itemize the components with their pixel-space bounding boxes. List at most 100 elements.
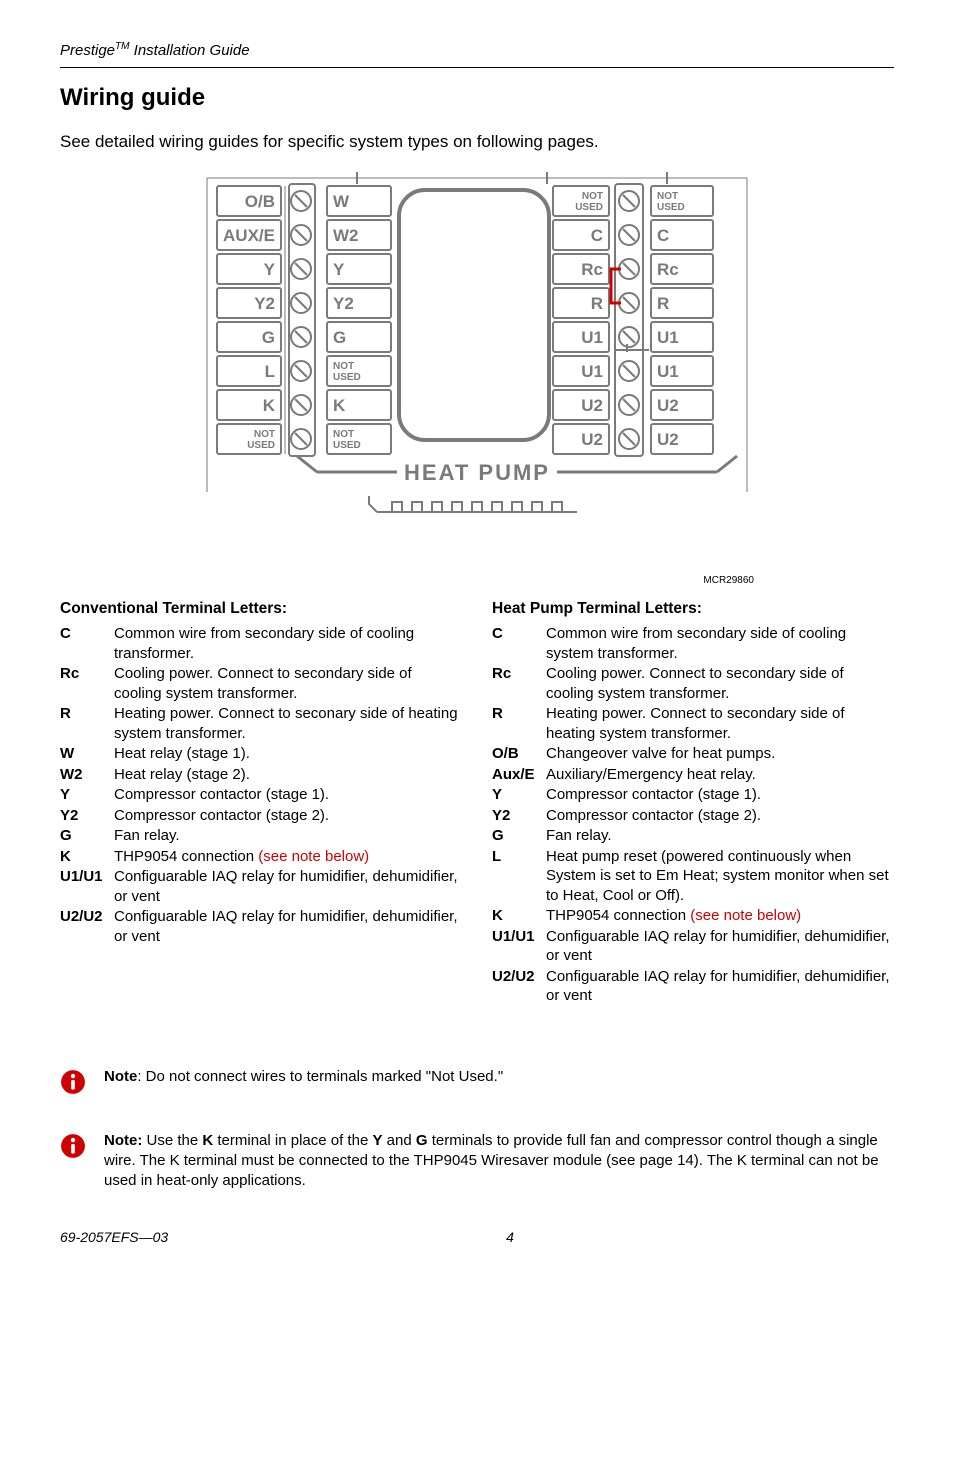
svg-text:R: R xyxy=(591,294,603,313)
terminal-key: Y xyxy=(492,785,546,805)
svg-text:U1: U1 xyxy=(657,328,679,347)
svg-text:NOT: NOT xyxy=(254,429,275,440)
terminal-item: YCompressor contactor (stage 1). xyxy=(492,785,894,805)
svg-text:Y2: Y2 xyxy=(333,294,354,313)
terminal-item: CCommon wire from secondary side of cool… xyxy=(492,624,894,663)
terminal-item: Y2Compressor contactor (stage 2). xyxy=(60,806,462,826)
page-title: Wiring guide xyxy=(60,82,894,114)
diagram-code: MCR29860 xyxy=(60,574,754,588)
note-row: Note: Do not connect wires to terminals … xyxy=(60,1067,894,1095)
terminal-key: O/B xyxy=(492,744,546,764)
terminal-key: W2 xyxy=(60,765,114,785)
terminal-desc: Heat pump reset (powered continuously wh… xyxy=(546,847,894,906)
terminal-key: Y xyxy=(60,785,114,805)
terminal-item: U2/U2Configuarable IAQ relay for humidif… xyxy=(60,907,462,946)
svg-text:U2: U2 xyxy=(657,396,679,415)
product-name: Prestige xyxy=(60,42,115,59)
terminal-item: Y2Compressor contactor (stage 2). xyxy=(492,806,894,826)
svg-text:G: G xyxy=(262,328,275,347)
svg-text:L: L xyxy=(265,362,275,381)
terminal-key: R xyxy=(492,704,546,743)
terminal-key: G xyxy=(492,826,546,846)
svg-text:U1: U1 xyxy=(581,362,603,381)
svg-text:U2: U2 xyxy=(657,430,679,449)
terminal-desc: Fan relay. xyxy=(114,826,462,846)
terminal-desc: Compressor contactor (stage 1). xyxy=(114,785,462,805)
terminal-item: O/BChangeover valve for heat pumps. xyxy=(492,744,894,764)
svg-text:K: K xyxy=(263,396,276,415)
conventional-list: CCommon wire from secondary side of cool… xyxy=(60,624,462,946)
terminal-desc: Heating power. Connect to seconary side … xyxy=(114,704,462,743)
terminal-item: RHeating power. Connect to secondary sid… xyxy=(492,704,894,743)
note-text: Note: Use the K terminal in place of the… xyxy=(104,1131,894,1192)
terminal-key: U2/U2 xyxy=(492,967,546,1006)
terminal-desc: Changeover valve for heat pumps. xyxy=(546,744,894,764)
svg-text:O/B: O/B xyxy=(245,192,275,211)
conventional-heading: Conventional Terminal Letters: xyxy=(60,599,462,620)
terminal-key: G xyxy=(60,826,114,846)
terminal-key: Y2 xyxy=(492,806,546,826)
terminal-key: W xyxy=(60,744,114,764)
terminal-columns: Conventional Terminal Letters: CCommon w… xyxy=(60,599,894,1006)
terminal-item: W2Heat relay (stage 2). xyxy=(60,765,462,785)
intro-text: See detailed wiring guides for specific … xyxy=(60,131,894,154)
terminal-desc: Compressor contactor (stage 1). xyxy=(546,785,894,805)
terminal-item: Aux/EAuxiliary/Emergency heat relay. xyxy=(492,765,894,785)
terminal-desc: Configuarable IAQ relay for humidifier, … xyxy=(114,907,462,946)
wiring-diagram: O/BAUX/EYY2GLKNOTUSEDWW2YY2GNOTUSEDKNOTU… xyxy=(197,172,757,562)
heatpump-heading: Heat Pump Terminal Letters: xyxy=(492,599,894,620)
svg-text:Rc: Rc xyxy=(657,260,679,279)
terminal-note: (see note below) xyxy=(690,907,801,924)
svg-text:NOT: NOT xyxy=(333,429,354,440)
svg-text:K: K xyxy=(333,396,346,415)
info-icon xyxy=(60,1069,86,1095)
terminal-desc: Fan relay. xyxy=(546,826,894,846)
footer-page-number: 4 xyxy=(506,1228,514,1247)
svg-text:U1: U1 xyxy=(581,328,603,347)
terminal-key: K xyxy=(492,906,546,926)
svg-text:G: G xyxy=(333,328,346,347)
header-rule xyxy=(60,67,894,68)
info-icon xyxy=(60,1133,86,1159)
terminal-desc: Configuarable IAQ relay for humidifier, … xyxy=(546,967,894,1006)
svg-text:USED: USED xyxy=(657,202,685,213)
terminal-desc: Compressor contactor (stage 2). xyxy=(114,806,462,826)
terminal-desc: Common wire from secondary side of cooli… xyxy=(114,624,462,663)
terminal-item: KTHP9054 connection (see note below) xyxy=(60,847,462,867)
terminal-desc: Configuarable IAQ relay for humidifier, … xyxy=(114,867,462,906)
terminal-desc: Configuarable IAQ relay for humidifier, … xyxy=(546,927,894,966)
terminal-key: L xyxy=(492,847,546,906)
svg-text:USED: USED xyxy=(333,440,361,451)
terminal-desc: THP9054 connection (see note below) xyxy=(114,847,462,867)
terminal-item: LHeat pump reset (powered continuously w… xyxy=(492,847,894,906)
doc-suffix: Installation Guide xyxy=(129,42,249,59)
terminal-item: RcCooling power. Connect to secondary si… xyxy=(60,664,462,703)
note-row: Note: Use the K terminal in place of the… xyxy=(60,1131,894,1192)
terminal-key: C xyxy=(60,624,114,663)
terminal-item: RcCooling power. Connect to secondary si… xyxy=(492,664,894,703)
terminal-key: C xyxy=(492,624,546,663)
terminal-desc: THP9054 connection (see note below) xyxy=(546,906,894,926)
terminal-desc: Common wire from secondary side of cooli… xyxy=(546,624,894,663)
terminal-key: R xyxy=(60,704,114,743)
terminal-key: U1/U1 xyxy=(492,927,546,966)
svg-text:NOT: NOT xyxy=(582,191,603,202)
terminal-item: KTHP9054 connection (see note below) xyxy=(492,906,894,926)
svg-text:HEAT PUMP: HEAT PUMP xyxy=(404,460,550,485)
svg-text:Rc: Rc xyxy=(581,260,603,279)
svg-text:W2: W2 xyxy=(333,226,359,245)
terminal-desc: Cooling power. Connect to secondary side… xyxy=(114,664,462,703)
doc-header: PrestigeTM Installation Guide xyxy=(60,40,894,61)
svg-text:Y: Y xyxy=(264,260,276,279)
terminal-note: (see note below) xyxy=(258,848,369,865)
conventional-column: Conventional Terminal Letters: CCommon w… xyxy=(60,599,462,1006)
heatpump-list: CCommon wire from secondary side of cool… xyxy=(492,624,894,1006)
terminal-desc: Heating power. Connect to secondary side… xyxy=(546,704,894,743)
terminal-item: CCommon wire from secondary side of cool… xyxy=(60,624,462,663)
svg-text:Y2: Y2 xyxy=(254,294,275,313)
terminal-key: Y2 xyxy=(60,806,114,826)
heatpump-column: Heat Pump Terminal Letters: CCommon wire… xyxy=(492,599,894,1006)
svg-text:NOT: NOT xyxy=(657,191,678,202)
svg-text:U2: U2 xyxy=(581,430,603,449)
terminal-key: U2/U2 xyxy=(60,907,114,946)
